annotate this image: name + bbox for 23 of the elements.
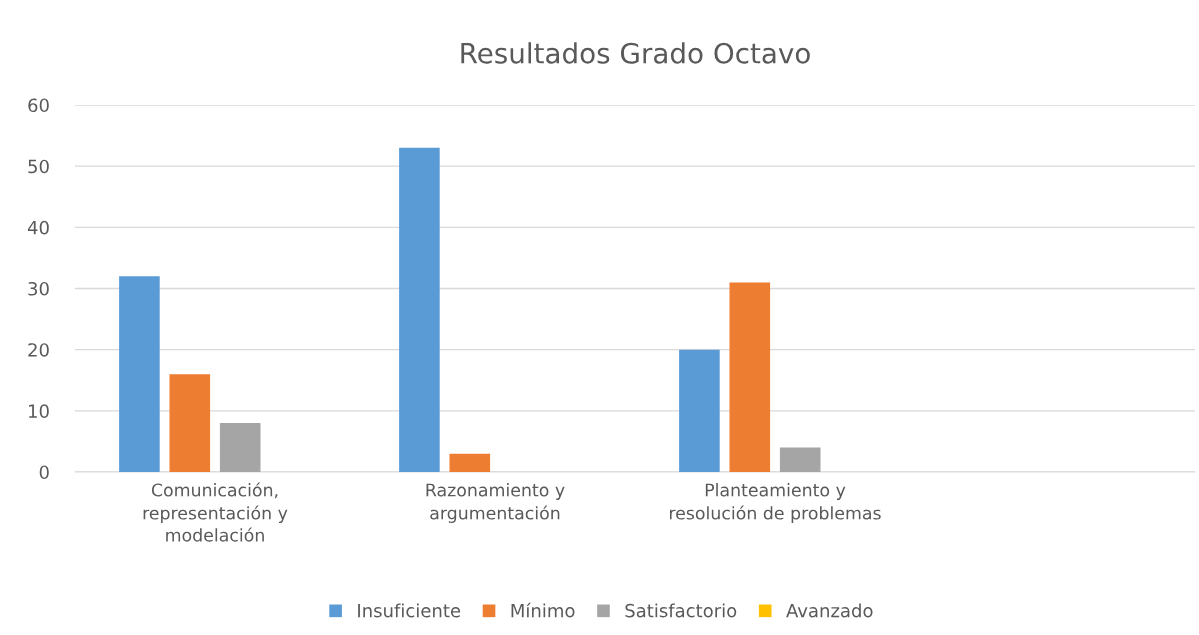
y-tick-label: 50	[28, 159, 49, 174]
bar	[449, 453, 491, 472]
legend-label: Satisfactorio	[625, 603, 737, 618]
x-tick-label: Comunicación, representación y modelación	[143, 482, 288, 542]
y-tick-label: 0	[39, 465, 49, 480]
y-tick-label: 60	[28, 98, 49, 113]
bar	[679, 349, 720, 472]
bar	[119, 276, 160, 472]
legend-label: Insuficiente	[358, 603, 461, 618]
y-tick-label: 20	[28, 343, 49, 357]
x-tick-label: Razonamiento y argumentación	[426, 483, 565, 523]
y-tick-label: 30	[28, 281, 49, 296]
x-tick-label: Planteamiento y resolución de problemas	[669, 483, 881, 523]
y-tick-label: 10	[29, 404, 49, 418]
y-tick-label: 40	[27, 220, 49, 235]
bar	[729, 282, 771, 472]
legend-label: Mínimo	[511, 602, 575, 618]
bar	[399, 147, 440, 472]
bar	[219, 423, 261, 472]
bar	[169, 374, 211, 472]
legend-label: Avanzado	[786, 603, 873, 618]
bar	[779, 447, 821, 472]
chart-title: Resultados Grado Octavo	[461, 42, 810, 64]
